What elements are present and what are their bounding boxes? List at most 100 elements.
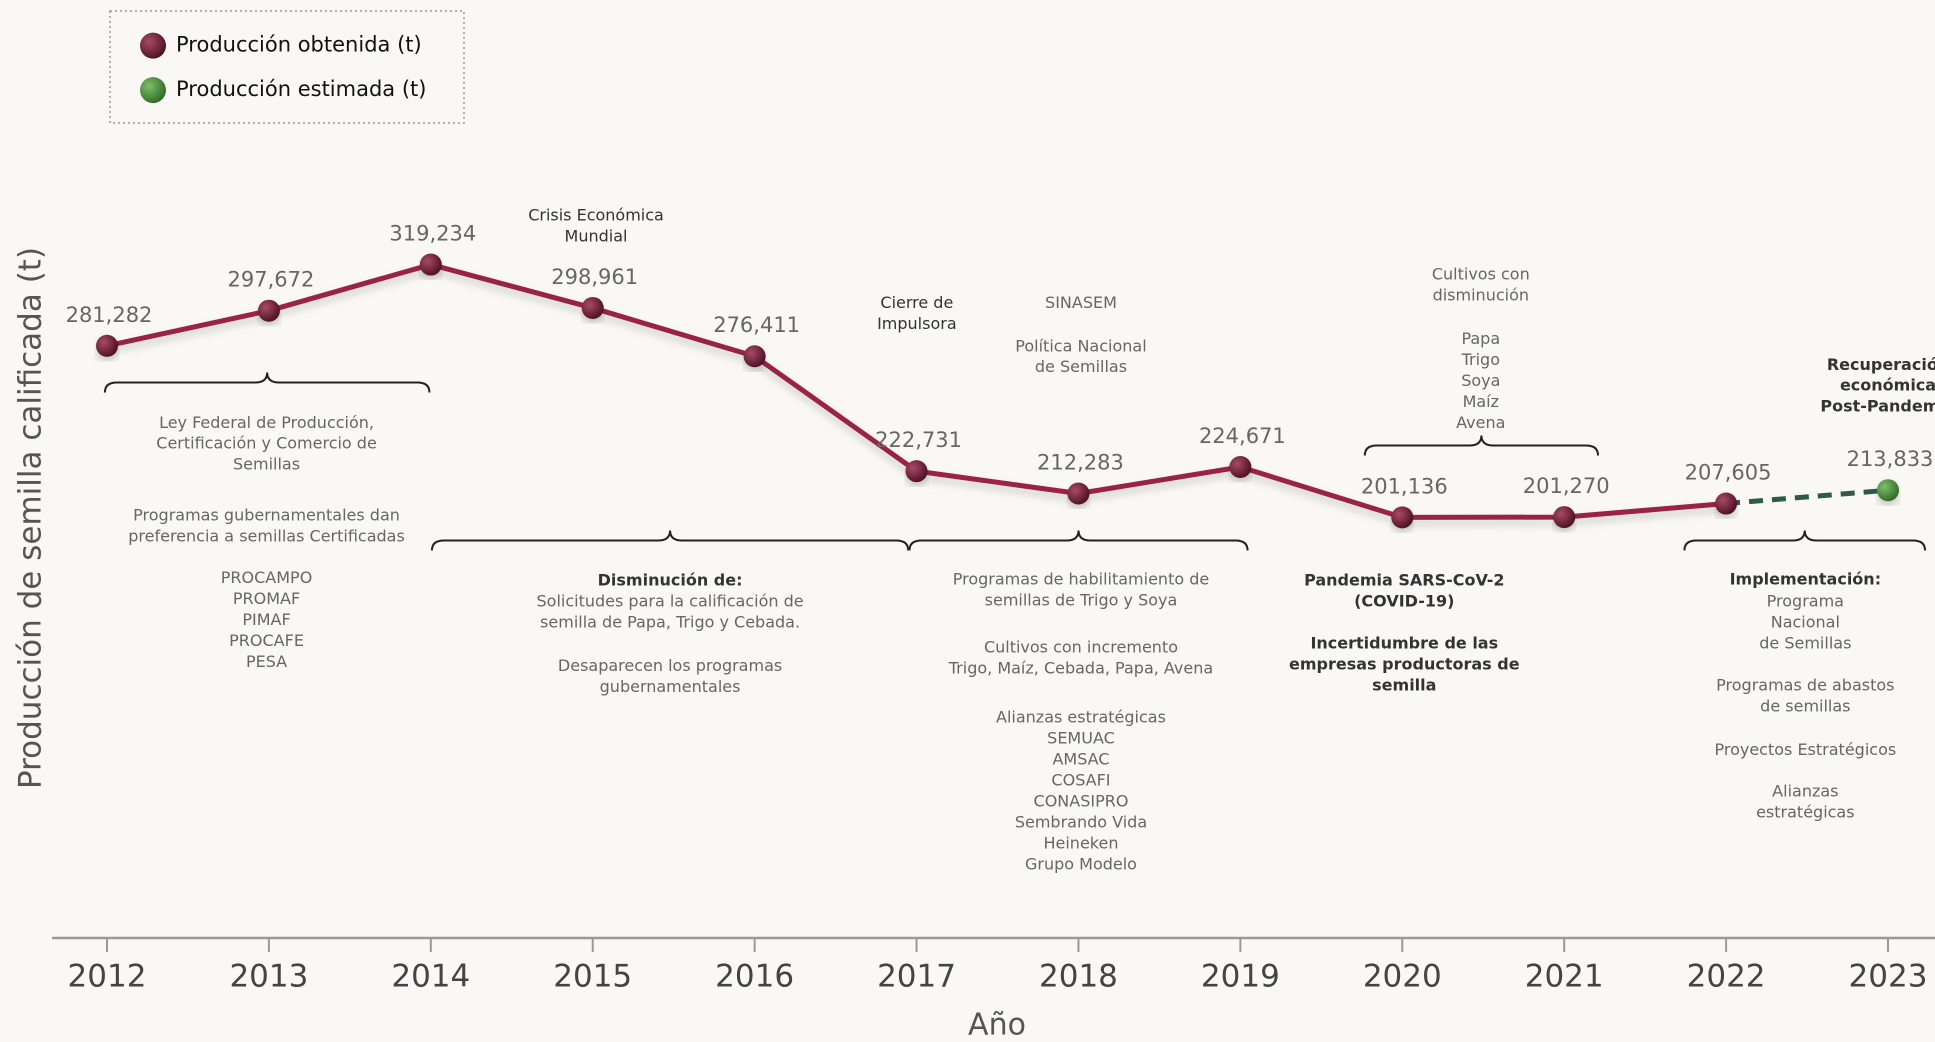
- legend-label: Producción estimada (t): [176, 77, 426, 101]
- annotation: AMSAC: [1052, 750, 1109, 769]
- x-tick-label: 2012: [68, 959, 147, 995]
- point: [1553, 506, 1576, 529]
- annotation: gubernamentales: [600, 677, 741, 696]
- legend-marker: [140, 32, 166, 59]
- data-label: 281,282: [66, 303, 153, 327]
- annotation: Crisis Económica: [528, 205, 664, 224]
- annotation: de Semillas: [1759, 634, 1851, 653]
- annotation: Programas de habilitamiento de: [953, 569, 1210, 588]
- annotation: SEMUAC: [1047, 729, 1115, 748]
- x-tick-label: 2013: [229, 959, 308, 995]
- annotation: Proyectos Estratégicos: [1714, 740, 1896, 759]
- annotation: Heineken: [1043, 834, 1118, 853]
- annotation: disminución: [1433, 286, 1529, 305]
- annotation: de semillas: [1760, 697, 1850, 716]
- annotation: PESA: [246, 652, 287, 671]
- annotation: Solicitudes para la calificación de: [537, 592, 804, 611]
- annotation: PROCAFE: [229, 631, 304, 650]
- legend-box: [109, 10, 465, 124]
- annotation: Pandemia SARS-CoV-2: [1304, 571, 1504, 590]
- annotation: Cultivos con: [1432, 265, 1530, 284]
- x-tick-label: 2021: [1525, 959, 1604, 995]
- annotation: empresas productoras de: [1289, 655, 1520, 674]
- annotation: económica: [1840, 376, 1935, 395]
- annotation: Cierre de: [880, 293, 953, 312]
- point: [1877, 479, 1899, 502]
- annotation: Programas gubernamentales dan: [133, 505, 400, 524]
- brace: [908, 530, 1249, 551]
- annotation: Cultivos con incremento: [984, 637, 1178, 656]
- annotation: Grupo Modelo: [1025, 855, 1137, 874]
- brace: [103, 372, 431, 393]
- annotation: Implementación:: [1730, 569, 1882, 588]
- data-label: 222,731: [875, 428, 962, 452]
- data-label: 297,672: [227, 268, 314, 292]
- estimate-connector: [1725, 487, 1889, 507]
- annotation: Certificación y Comercio de: [156, 434, 377, 453]
- legend-marker: [140, 77, 166, 104]
- annotation: Maíz: [1463, 392, 1499, 411]
- annotation: semilla de Papa, Trigo y Cebada.: [540, 613, 800, 632]
- annotation: de Semillas: [1035, 357, 1127, 376]
- annotation: (COVID-19): [1354, 592, 1454, 611]
- x-tick-label: 2020: [1363, 959, 1442, 995]
- data-label: 298,961: [551, 265, 638, 289]
- legend-label: Producción obtenida (t): [176, 33, 422, 57]
- annotation: semilla: [1372, 676, 1436, 695]
- annotation: Ley Federal de Producción,: [159, 413, 374, 432]
- data-label: 207,605: [1685, 461, 1772, 485]
- point: [1229, 455, 1252, 478]
- brace: [430, 530, 910, 551]
- annotation: Avena: [1456, 413, 1505, 432]
- y-axis-title: Producción de semilla calificada (t): [13, 247, 49, 789]
- annotation: Alianzas: [1772, 782, 1838, 801]
- annotation: Soya: [1461, 371, 1500, 390]
- annotation: Alianzas estratégicas: [996, 708, 1166, 727]
- annotation: Trigo: [1461, 350, 1500, 369]
- data-label: 224,671: [1199, 424, 1286, 448]
- x-tick-label: 2018: [1039, 959, 1118, 995]
- point: [1067, 482, 1090, 505]
- point: [96, 334, 118, 357]
- data-label: 201,270: [1523, 474, 1610, 498]
- annotation: Nacional: [1771, 613, 1840, 632]
- annotation: Recuperación: [1827, 355, 1935, 374]
- x-tick-label: 2016: [715, 959, 794, 995]
- annotation: Trigo, Maíz, Cebada, Papa, Avena: [948, 658, 1213, 677]
- data-label: 213,833: [1847, 447, 1934, 471]
- x-tick-label: 2023: [1849, 959, 1928, 995]
- data-label: 212,283: [1037, 451, 1124, 475]
- x-axis-title: Año: [968, 1008, 1026, 1042]
- data-label: 319,234: [389, 222, 476, 246]
- point: [581, 296, 604, 319]
- annotation: preferencia a semillas Certificadas: [128, 526, 405, 545]
- annotation: Semillas: [233, 455, 300, 474]
- x-tick-label: 2019: [1201, 959, 1280, 995]
- annotation: PROCAMPO: [221, 568, 313, 587]
- annotation: Sembrando Vida: [1015, 813, 1147, 832]
- annotation: Desaparecen los programas: [558, 656, 782, 675]
- annotation: CONASIPRO: [1034, 792, 1129, 811]
- point: [905, 460, 928, 483]
- point: [257, 299, 280, 322]
- brace: [1683, 530, 1927, 551]
- annotation: estratégicas: [1756, 803, 1855, 822]
- annotation: Incertidumbre de las: [1310, 634, 1498, 653]
- point: [419, 253, 442, 276]
- data-label: 276,411: [713, 313, 800, 337]
- annotation: Mundial: [565, 226, 628, 245]
- point: [743, 345, 766, 368]
- point: [1391, 506, 1414, 529]
- annotation: SINASEM: [1045, 293, 1117, 312]
- annotation: Política Nacional: [1015, 336, 1146, 355]
- annotation: Programa: [1767, 592, 1844, 611]
- annotation: semillas de Trigo y Soya: [985, 590, 1178, 609]
- annotation: PROMAF: [233, 589, 300, 608]
- annotation: Impulsora: [877, 314, 957, 333]
- annotation: Papa: [1461, 329, 1500, 348]
- annotation: Programas de abastos: [1716, 676, 1894, 695]
- annotation: Post-Pandemia: [1820, 397, 1935, 416]
- x-tick-label: 2022: [1687, 959, 1766, 995]
